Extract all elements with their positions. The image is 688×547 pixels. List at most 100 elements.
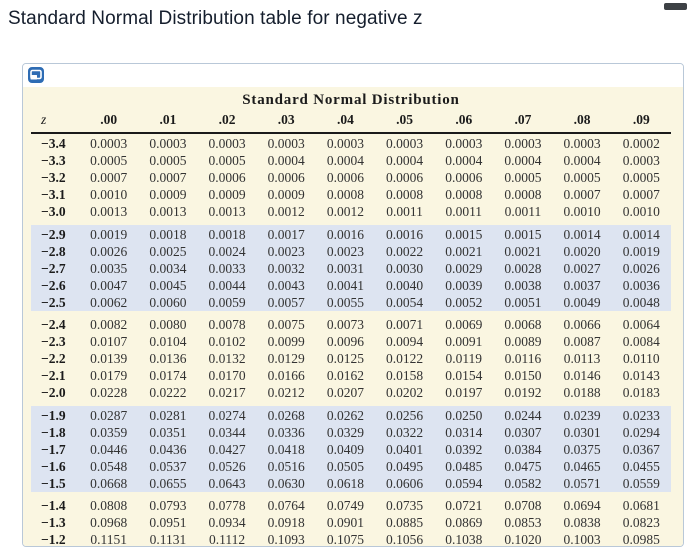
column-header: .00	[79, 110, 139, 134]
table-row: −2.8 0.0026 0.0025 0.0024 0.0023 0.0023 0.0022…	[31, 243, 671, 260]
probability-cell: 0.0031	[326, 260, 364, 276]
probability-cell: 0.0045	[149, 277, 187, 293]
probability-cell: 0.0003	[326, 136, 364, 151]
probability-cell: 0.0005	[208, 153, 246, 168]
minimize-icon[interactable]	[664, 3, 687, 10]
probability-cell: 0.0446	[90, 441, 128, 457]
probability-cell: 0.0004	[326, 153, 364, 168]
probability-cell: 0.0475	[504, 458, 542, 474]
probability-cell: 0.0007	[149, 170, 187, 185]
table-row: −1.2 0.1151 0.1131 0.1112 0.1093 0.1075 0.1056…	[31, 532, 671, 547]
probability-cell: 0.0062	[90, 294, 128, 310]
column-header: .05	[375, 110, 435, 134]
probability-cell: 0.0516	[267, 458, 305, 474]
z-value: −1.2	[41, 532, 66, 547]
probability-cell: 0.0006	[386, 170, 424, 185]
z-value: −3.3	[41, 153, 66, 168]
probability-cell: 0.0091	[445, 334, 483, 349]
probability-cell: 0.0594	[445, 475, 483, 491]
table-row: −1.7 0.0446 0.0436 0.0427 0.0418 0.0409 0.0401…	[31, 441, 671, 458]
probability-cell: 0.0017	[256, 220, 316, 243]
probability-cell: 0.0014	[611, 220, 671, 243]
probability-cell: 0.0985	[622, 532, 660, 547]
row-group: −1.4 0.0808 0.0793 0.0778 0.0764 0.0749 0.0735…	[31, 492, 671, 547]
probability-cell: 0.0005	[149, 153, 187, 168]
probability-cell: 0.0869	[445, 515, 483, 530]
probability-cell: 0.0244	[493, 401, 553, 424]
probability-cell: 0.0465	[563, 458, 601, 474]
probability-cell: 0.0011	[386, 204, 423, 219]
probability-cell: 0.0174	[149, 368, 187, 383]
probability-cell: 0.0011	[504, 204, 542, 219]
probability-cell: 0.0129	[267, 351, 305, 366]
probability-cell: 0.0918	[267, 515, 305, 530]
probability-cell: 0.0281	[138, 401, 198, 424]
probability-cell: 0.0197	[445, 385, 483, 400]
row-group: −2.4 0.0082 0.0080 0.0078 0.0075 0.0073 0.0071…	[31, 311, 671, 404]
probability-cell: 0.0044	[208, 277, 246, 293]
probability-cell: 0.0048	[622, 294, 660, 310]
probability-cell: 0.0427	[208, 441, 246, 457]
table-row: −1.5 0.0668 0.0655 0.0643 0.0630 0.0618 0.0606…	[31, 475, 671, 494]
probability-cell: 0.0057	[267, 294, 305, 310]
probability-cell: 0.0222	[149, 385, 187, 400]
row-group: −2.9 0.0019 0.0018 0.0018 0.0017 0.0016 0.0016…	[31, 220, 671, 313]
probability-cell: 0.0606	[386, 475, 424, 491]
table-row: −1.8 0.0359 0.0351 0.0344 0.0336 0.0329 0.0322…	[31, 424, 671, 441]
probability-cell: 0.0037	[563, 277, 601, 293]
z-value: −1.6	[41, 458, 66, 474]
probability-cell: 0.0301	[563, 424, 601, 440]
probability-cell: 0.0082	[79, 311, 139, 334]
probability-cell: 0.0228	[90, 385, 128, 400]
z-value: −2.7	[41, 260, 66, 276]
probability-cell: 0.0107	[90, 334, 128, 349]
probability-cell: 0.0005	[563, 170, 601, 185]
table-row: −2.2 0.0139 0.0136 0.0132 0.0129 0.0125 0.0122…	[31, 351, 671, 368]
probability-cell: 0.0158	[386, 368, 424, 383]
probability-cell: 0.0192	[504, 385, 542, 400]
table-row: −3.2 0.0007 0.0007 0.0006 0.0006 0.0006 0.0006…	[31, 170, 671, 187]
z-column-header: z	[31, 110, 80, 134]
probability-cell: 0.0009	[149, 187, 187, 202]
probability-cell: 0.0003	[563, 136, 601, 151]
probability-cell: 0.0024	[208, 243, 246, 259]
z-value: −1.4	[31, 492, 80, 515]
probability-cell: 0.0359	[90, 424, 128, 440]
z-value: −2.9	[31, 220, 80, 243]
probability-cell: 0.0010	[90, 187, 128, 202]
probability-cell: 0.0096	[326, 334, 364, 349]
probability-cell: 0.0183	[622, 385, 660, 400]
probability-cell: 0.0329	[326, 424, 364, 440]
probability-cell: 0.0125	[326, 351, 364, 366]
table-row: −2.7 0.0035 0.0034 0.0033 0.0032 0.0031 0.0030…	[31, 260, 671, 277]
probability-cell: 0.0526	[208, 458, 246, 474]
probability-cell: 0.0015	[434, 220, 494, 243]
probability-cell: 0.0003	[386, 136, 424, 151]
probability-cell: 0.0217	[208, 385, 246, 400]
probability-cell: 0.0268	[256, 401, 316, 424]
probability-cell: 0.0028	[504, 260, 542, 276]
table-row: −1.3 0.0968 0.0951 0.0934 0.0918 0.0901 0.0885…	[31, 515, 671, 532]
row-group: −3.4 0.0003 0.0003 0.0003 0.0003 0.0003 0.0003…	[31, 133, 671, 223]
probability-cell: 0.0537	[149, 458, 187, 474]
probability-cell: 0.0202	[386, 385, 424, 400]
table-row: −2.5 0.0062 0.0060 0.0059 0.0057 0.0055 0.0054…	[31, 294, 671, 313]
probability-cell: 0.0073	[315, 311, 375, 334]
probability-cell: 0.0055	[326, 294, 364, 310]
probability-cell: 0.0021	[504, 243, 542, 259]
probability-cell: 0.0853	[504, 515, 542, 530]
probability-cell: 0.0025	[149, 243, 187, 259]
probability-cell: 0.0010	[622, 204, 660, 219]
probability-cell: 0.0005	[90, 153, 128, 168]
probability-cell: 0.0808	[79, 492, 139, 515]
probability-cell: 0.0233	[611, 401, 671, 424]
probability-cell: 0.0188	[563, 385, 601, 400]
probability-cell: 0.0455	[622, 458, 660, 474]
probability-cell: 0.0764	[256, 492, 316, 515]
popout-icon[interactable]	[28, 67, 44, 83]
probability-cell: 0.0003	[622, 153, 660, 168]
z-value: −2.4	[31, 311, 80, 334]
probability-cell: 0.0002	[622, 136, 660, 151]
z-value: −2.6	[41, 277, 66, 293]
probability-cell: 0.0735	[375, 492, 435, 515]
